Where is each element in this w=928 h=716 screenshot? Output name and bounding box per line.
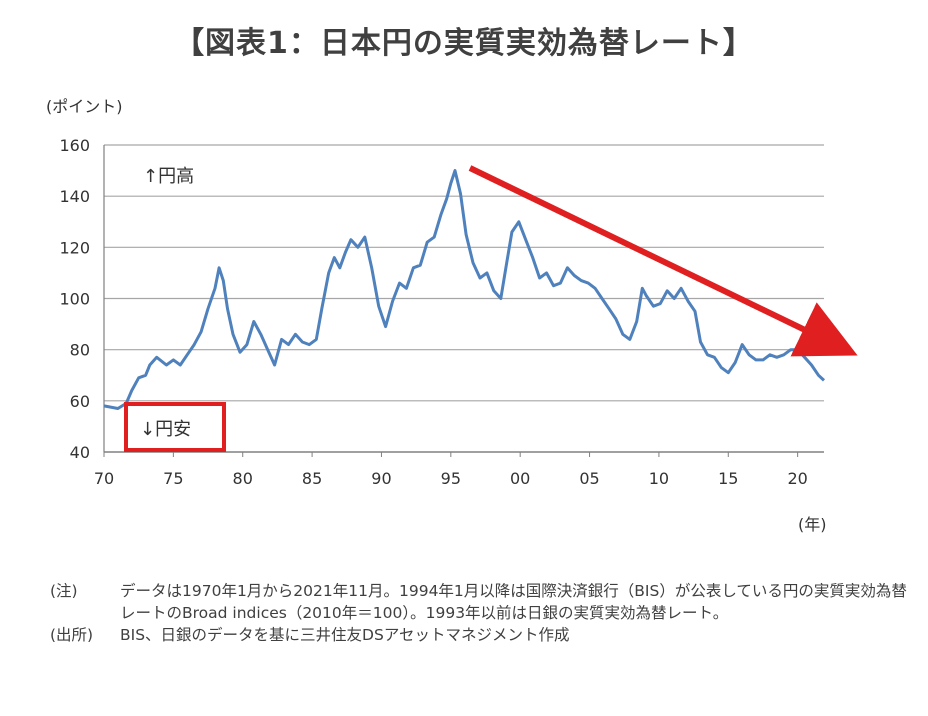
chart-title: 【図表1：日本円の実質実効為替レート】 — [174, 26, 754, 61]
x-axis-label: (年) — [798, 515, 827, 534]
x-tick-label: 75 — [163, 469, 183, 488]
source-text: BIS、日銀のデータを基に三井住友DSアセットマネジメント作成 — [120, 626, 570, 644]
x-tick-label: 85 — [302, 469, 322, 488]
x-tick-label: 20 — [787, 469, 807, 488]
x-tick-label: 95 — [441, 469, 461, 488]
x-tick-label: 00 — [510, 469, 530, 488]
x-tick-label: 90 — [371, 469, 391, 488]
x-tick-label: 70 — [94, 469, 114, 488]
note-row: (注) データは1970年1月から2021年11月。1994年1月以降は国際決済… — [50, 580, 910, 624]
x-tick-label: 05 — [579, 469, 599, 488]
y-tick-label: 40 — [70, 443, 90, 462]
footnotes: (注) データは1970年1月から2021年11月。1994年1月以降は国際決済… — [50, 580, 910, 646]
x-tick-label: 10 — [649, 469, 669, 488]
series-line — [103, 169, 826, 410]
y-tick-label: 160 — [59, 136, 90, 155]
axis-ticks: 40 60 80 100 120 140 160 70 75 80 85 90 95 00 05 10 15 20 — [59, 136, 807, 488]
y-tick-label: 140 — [59, 187, 90, 206]
x-tick-label: 15 — [718, 469, 738, 488]
source-tag: (出所) — [50, 626, 94, 644]
yen-strong-label: ↑円高 — [143, 166, 194, 187]
note-text: データは1970年1月から2021年11月。1994年1月以降は国際決済銀行（B… — [120, 582, 907, 622]
x-tick-label: 80 — [233, 469, 253, 488]
y-tick-label: 120 — [59, 238, 90, 257]
note-tag: (注) — [50, 582, 78, 600]
yen-weak-label: ↓円安 — [140, 419, 191, 440]
y-tick-label: 80 — [70, 341, 90, 360]
y-tick-label: 100 — [59, 290, 90, 309]
yen-weak-highlight-box — [124, 402, 226, 452]
exchange-rate-chart: 40 60 80 100 120 140 160 70 75 80 85 90 95 00 05 10 15 20… — [46, 97, 858, 534]
downtrend-arrow — [468, 165, 858, 357]
y-tick-label: 60 — [70, 392, 90, 411]
y-axis-label: (ポイント) — [46, 97, 123, 116]
source-row: (出所) BIS、日銀のデータを基に三井住友DSアセットマネジメント作成 — [50, 624, 910, 646]
